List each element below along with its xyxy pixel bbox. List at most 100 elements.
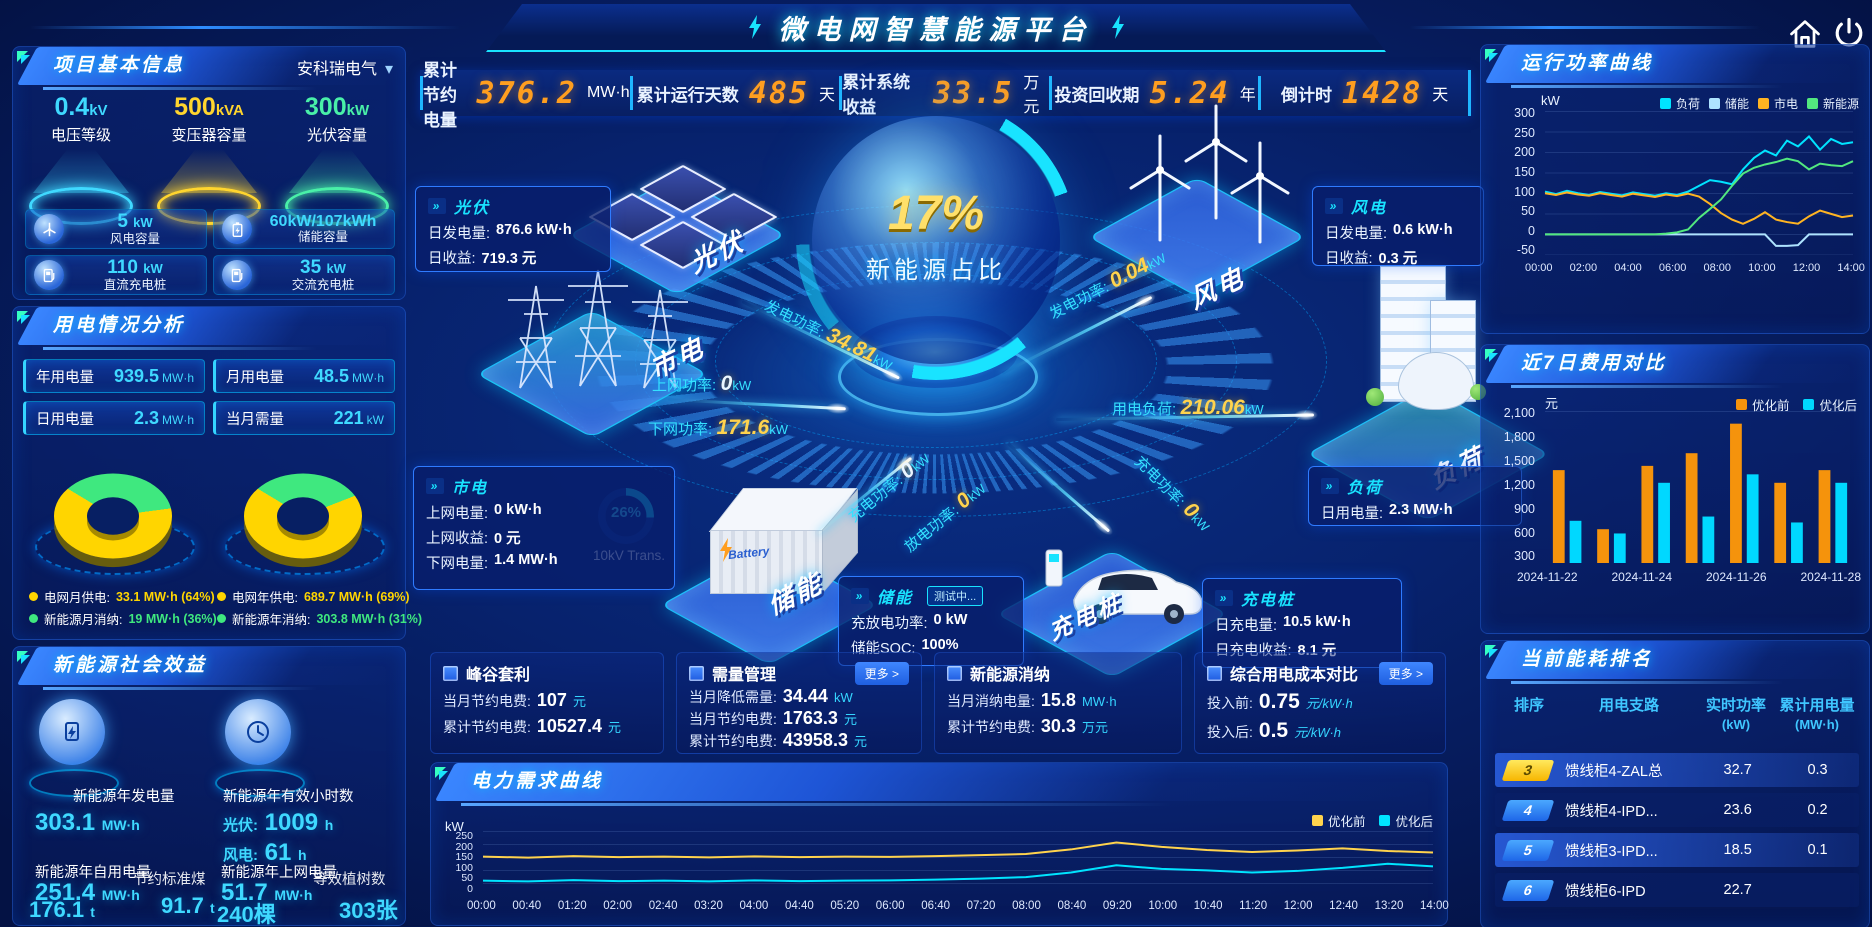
banner-swoosh-left bbox=[30, 26, 460, 29]
bar-优化后 bbox=[1702, 516, 1715, 563]
axis-tick: 02:00 bbox=[1569, 262, 1598, 274]
axis-tick: 900 bbox=[1514, 501, 1535, 516]
rank-badge: 3 bbox=[1501, 759, 1555, 781]
axis-tick: 10:00 bbox=[1148, 900, 1178, 912]
axis-tick: 02:00 bbox=[603, 900, 633, 912]
legend-item[interactable]: 新能源月消纳: 19 MW·h (36%) bbox=[29, 609, 217, 628]
axis-tick: 200 bbox=[455, 840, 473, 853]
legend-item[interactable]: 储能 bbox=[1708, 95, 1749, 112]
series-优化前 bbox=[483, 843, 1433, 858]
energy-cell: 0.1 bbox=[1807, 842, 1828, 858]
chevron-icon bbox=[851, 588, 869, 604]
stat-day-usage: 日用电量 2.3 MW·h bbox=[23, 401, 205, 435]
info-box-title: 风电 bbox=[1351, 200, 1388, 217]
branch-cell: 馈线柜6-IPD bbox=[1565, 883, 1646, 900]
benefit-value: 303.1 MW·h bbox=[35, 809, 140, 836]
axis-tick: 50 bbox=[1521, 204, 1535, 219]
card-dc-charger: 110 kW 直流充电桩 bbox=[25, 255, 207, 295]
panel-demand-mgmt: 需量管理 更多 > 当月降低需量: 34.44 kW 当月节约电费: 1763.3 元 累… bbox=[676, 652, 922, 754]
doc-icon bbox=[443, 665, 458, 681]
axis-tick: 08:00 bbox=[1012, 900, 1041, 912]
more-button[interactable]: 更多 > bbox=[854, 661, 909, 685]
axis-tick: 2024-11-24 bbox=[1611, 570, 1673, 584]
legend-item[interactable]: 优化前 bbox=[1735, 395, 1789, 414]
table-header: 排序 用电支路 实时功率 (kW) 累计用电量 (MW·h) bbox=[1497, 697, 1861, 735]
legend-label: 负荷 bbox=[1675, 97, 1700, 111]
panel-header: 电力需求曲线 bbox=[431, 763, 1447, 806]
info-box-title: 光伏 bbox=[454, 200, 491, 217]
card-wind-capacity: 5 kW 风电容量 bbox=[25, 209, 207, 249]
doc-icon bbox=[1207, 665, 1222, 681]
y-axis: 250 200 150 100 50 0 bbox=[439, 831, 473, 895]
col-power: 实时功率 (kW) bbox=[1705, 697, 1766, 732]
chevron-icon bbox=[426, 478, 444, 494]
title-band: 微电网智慧能源平台 bbox=[486, 4, 1386, 52]
cost-bars-plot bbox=[1545, 411, 1855, 563]
panel-corner-icon bbox=[1485, 49, 1505, 69]
power-cell: 23.6 bbox=[1723, 802, 1752, 818]
legend-item[interactable]: 负荷 bbox=[1659, 95, 1700, 112]
doc-icon bbox=[947, 665, 962, 681]
table-row[interactable]: 5 馈线柜3-IPD... 18.5 0.1 bbox=[1495, 833, 1859, 867]
legend-item[interactable]: 电网年供电: 689.7 MW·h (69%) bbox=[217, 587, 410, 606]
wind-turbines-graphic bbox=[1129, 104, 1290, 244]
panel-title: 综合用电成本对比 bbox=[1230, 667, 1359, 684]
axis-tick: 1,500 bbox=[1503, 453, 1535, 468]
legend-item[interactable]: 新能源年消纳: 303.8 MW·h (31%) bbox=[217, 609, 422, 628]
legend-item[interactable]: 电网月供电: 33.1 MW·h (64%) bbox=[29, 587, 215, 606]
more-button[interactable]: 更多 > bbox=[1378, 661, 1433, 685]
bolt-icon bbox=[748, 15, 761, 39]
energy-sphere bbox=[796, 100, 1076, 380]
benefit-value: 303张 bbox=[339, 898, 398, 923]
axis-tick: 1,800 bbox=[1503, 429, 1535, 444]
axis-tick: 12:40 bbox=[1329, 900, 1358, 912]
axis-tick: 12:00 bbox=[1283, 900, 1313, 912]
info-box-title: 充电桩 bbox=[1241, 592, 1296, 609]
axis-tick: 14:00 bbox=[1837, 262, 1865, 274]
bolt-icon bbox=[1111, 15, 1124, 39]
panel-header: 用电情况分析 bbox=[13, 307, 405, 350]
legend-label: 优化前 bbox=[1327, 815, 1366, 829]
bar-优化前 bbox=[1641, 465, 1654, 563]
legend-label: 新能源 bbox=[1822, 97, 1859, 111]
table-row[interactable]: 6 馈线柜6-IPD 22.7 bbox=[1495, 873, 1859, 907]
energy-cell: 0.3 bbox=[1807, 762, 1828, 778]
y-axis-label: 元 bbox=[1545, 396, 1559, 411]
axis-tick: 0 bbox=[467, 882, 473, 895]
panel-corner-icon bbox=[435, 767, 455, 787]
podium-rings bbox=[157, 187, 261, 225]
panel-renewable-consumption: 新能源消纳 当月消纳电量: 15.8 MW·h 累计节约电费: 30.3 万元 bbox=[934, 652, 1182, 754]
panel-header: 新能源社会效益 bbox=[13, 647, 405, 690]
legend-swatch bbox=[1311, 815, 1323, 826]
legend-item[interactable]: 优化前 bbox=[1311, 811, 1366, 830]
info-box-title: 市电 bbox=[452, 480, 489, 497]
panel-title: 近7日费用对比 bbox=[1521, 353, 1667, 374]
legend-item[interactable]: 市电 bbox=[1757, 95, 1798, 112]
axis-tick: 04:00 bbox=[1614, 262, 1642, 274]
panel-title: 电力需求曲线 bbox=[471, 771, 604, 792]
panel-usage-analysis: 用电情况分析 年用电量 939.5 MW·h 月用电量 48.5 MW·h 日用电量 2.… bbox=[12, 306, 422, 640]
panel-corner-icon bbox=[17, 311, 37, 331]
axis-tick: 07:20 bbox=[966, 900, 996, 912]
axis-tick: 03:20 bbox=[694, 900, 723, 912]
flow-from-grid-power: 下网功率: 171.6kW bbox=[648, 416, 788, 439]
legend-item[interactable]: 新能源 bbox=[1806, 95, 1859, 112]
y-axis-label: kW bbox=[445, 819, 464, 834]
panel-header: 近7日费用对比 bbox=[1481, 345, 1869, 388]
axis-tick: 14:00 bbox=[1420, 900, 1449, 912]
table-row[interactable]: 4 馈线柜4-IPD... 23.6 0.2 bbox=[1495, 793, 1859, 827]
bar-优化前 bbox=[1597, 529, 1609, 563]
legend-swatch bbox=[1708, 98, 1720, 109]
y-axis: 2,100 1,800 1,500 1,200 900 600 300 bbox=[1489, 407, 1535, 563]
panel-corner-icon bbox=[17, 651, 37, 671]
table-row[interactable]: 3 馈线柜4-ZAL总 32.7 0.3 bbox=[1495, 753, 1859, 787]
benefit-label: 节约标准煤 bbox=[133, 872, 206, 888]
axis-tick: 50 bbox=[461, 872, 473, 884]
bar-优化前 bbox=[1774, 482, 1787, 563]
legend-item[interactable]: 优化后 bbox=[1379, 811, 1433, 830]
company-dropdown[interactable]: 安科瑞电气 bbox=[297, 55, 393, 79]
axis-tick: 00:00 bbox=[1525, 262, 1553, 274]
legend-item[interactable]: 优化后 bbox=[1803, 395, 1857, 414]
kpi-payback: 投资回收期 5.24 年 bbox=[1048, 76, 1259, 111]
benefit-label: 新能源年自用电量 bbox=[35, 865, 151, 881]
